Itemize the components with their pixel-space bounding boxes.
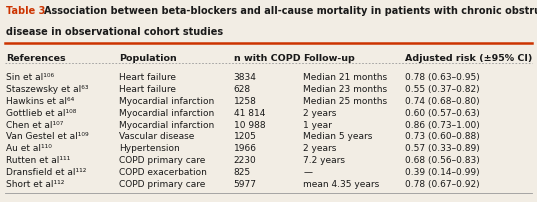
Text: Myocardial infarction: Myocardial infarction [119,108,214,117]
Text: 0.78 (0.67–0.92): 0.78 (0.67–0.92) [405,179,480,188]
Text: 3834: 3834 [234,73,257,82]
Text: Median 5 years: Median 5 years [303,132,373,141]
Text: Heart failure: Heart failure [119,84,176,94]
Text: Au et al¹¹⁰: Au et al¹¹⁰ [6,144,52,153]
Text: 5977: 5977 [234,179,257,188]
Text: 2 years: 2 years [303,144,337,153]
Text: Myocardial infarction: Myocardial infarction [119,120,214,129]
Text: Population: Population [119,54,177,62]
Text: 0.74 (0.68–0.80): 0.74 (0.68–0.80) [405,96,480,105]
Text: Rutten et al¹¹¹: Rutten et al¹¹¹ [6,156,71,164]
Text: Short et al¹¹²: Short et al¹¹² [6,179,65,188]
Text: Median 21 months: Median 21 months [303,73,388,82]
Text: Table 3: Table 3 [6,6,46,16]
Text: 10 988: 10 988 [234,120,265,129]
Text: COPD exacerbation: COPD exacerbation [119,167,207,176]
Text: Association between beta-blockers and all-cause mortality in patients with chron: Association between beta-blockers and al… [44,6,537,16]
Text: 2 years: 2 years [303,108,337,117]
Text: References: References [6,54,66,62]
Text: Chen et al¹⁰⁷: Chen et al¹⁰⁷ [6,120,64,129]
Text: Van Gestel et al¹⁰⁹: Van Gestel et al¹⁰⁹ [6,132,89,141]
Text: —: — [303,167,313,176]
Text: Myocardial infarction: Myocardial infarction [119,96,214,105]
Text: Hawkins et al⁶⁴: Hawkins et al⁶⁴ [6,96,75,105]
Text: n with COPD: n with COPD [234,54,300,62]
Text: 0.86 (0.73–1.00): 0.86 (0.73–1.00) [405,120,480,129]
Text: 1 year: 1 year [303,120,332,129]
Text: 1205: 1205 [234,132,257,141]
Text: 0.78 (0.63–0.95): 0.78 (0.63–0.95) [405,73,480,82]
Text: mean 4.35 years: mean 4.35 years [303,179,380,188]
Text: 0.60 (0.57–0.63): 0.60 (0.57–0.63) [405,108,480,117]
Text: 0.68 (0.56–0.83): 0.68 (0.56–0.83) [405,156,480,164]
Text: 7.2 years: 7.2 years [303,156,345,164]
Text: 1966: 1966 [234,144,257,153]
Text: Follow-up: Follow-up [303,54,355,62]
Text: Staszewsky et al⁶³: Staszewsky et al⁶³ [6,84,89,94]
Text: 825: 825 [234,167,251,176]
Text: 0.55 (0.37–0.82): 0.55 (0.37–0.82) [405,84,480,94]
Text: Median 23 months: Median 23 months [303,84,388,94]
Text: Sin et al¹⁰⁶: Sin et al¹⁰⁶ [6,73,55,82]
Text: 0.73 (0.60–0.88): 0.73 (0.60–0.88) [405,132,480,141]
Text: Dransfield et al¹¹²: Dransfield et al¹¹² [6,167,87,176]
Text: COPD primary care: COPD primary care [119,156,206,164]
Text: 0.39 (0.14–0.99): 0.39 (0.14–0.99) [405,167,480,176]
Text: disease in observational cohort studies: disease in observational cohort studies [6,27,223,37]
Text: 41 814: 41 814 [234,108,265,117]
Text: 628: 628 [234,84,251,94]
Text: 1258: 1258 [234,96,257,105]
Text: Median 25 months: Median 25 months [303,96,388,105]
Text: COPD primary care: COPD primary care [119,179,206,188]
Text: Heart failure: Heart failure [119,73,176,82]
Text: 2230: 2230 [234,156,256,164]
Text: 0.57 (0.33–0.89): 0.57 (0.33–0.89) [405,144,480,153]
Text: Hypertension: Hypertension [119,144,180,153]
Text: Gottlieb et al¹⁰⁸: Gottlieb et al¹⁰⁸ [6,108,77,117]
Text: Vascular disease: Vascular disease [119,132,194,141]
Text: Adjusted risk (±95% CI): Adjusted risk (±95% CI) [405,54,533,62]
